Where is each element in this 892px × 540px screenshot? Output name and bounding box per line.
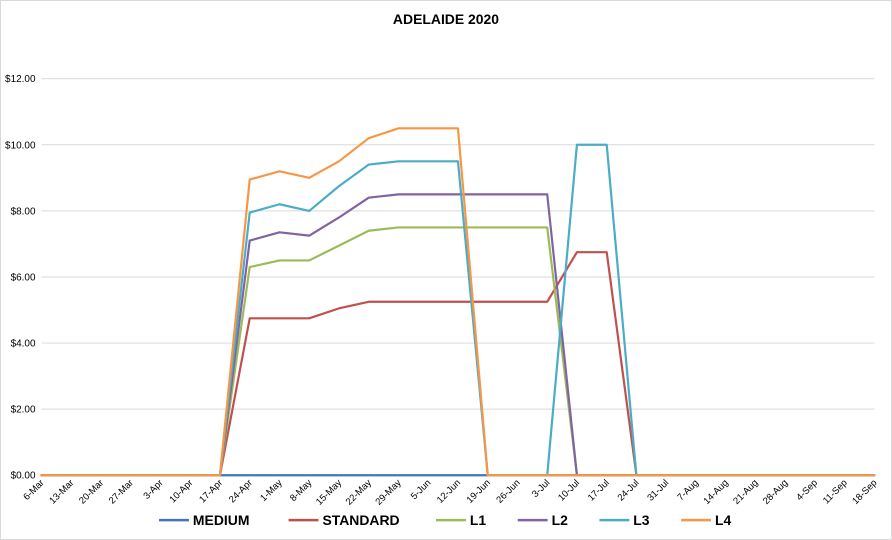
series-lines [40, 127, 876, 477]
series-line-l1 [40, 226, 876, 477]
legend-label-standard: STANDARD [322, 512, 399, 528]
x-tick-label: 3-Jul [530, 478, 552, 500]
x-tick-label: 1-May [258, 477, 285, 504]
x-tick-label: 22-May [344, 477, 374, 507]
x-tick-label: 27-Mar [107, 478, 136, 507]
series-line-standard [40, 251, 876, 477]
legend-label-medium: MEDIUM [193, 512, 250, 528]
x-tick-label: 31-Jul [645, 478, 671, 504]
x-tick-label: 17-Jul [586, 478, 612, 504]
x-tick-label: 21-Aug [731, 478, 760, 507]
chart-title: ADELAIDE 2020 [393, 11, 499, 27]
legend-label-l1: L1 [470, 512, 487, 528]
x-tick-label: 26-Jun [494, 478, 522, 506]
y-tick-label: $6.00 [11, 272, 36, 283]
x-tick-label: 7-Aug [675, 478, 701, 504]
legend-label-l3: L3 [633, 512, 650, 528]
gridlines [41, 78, 875, 476]
y-tick-label: $8.00 [11, 206, 36, 217]
legend: MEDIUM STANDARD L1 L2 L3 L4 [159, 512, 732, 528]
x-tick-label: 24-Apr [227, 478, 255, 506]
x-tick-label: 10-Apr [168, 478, 196, 506]
x-tick-label: 8-May [288, 477, 315, 504]
x-tick-label: 20-Mar [77, 478, 106, 507]
x-tick-label: 12-Jun [435, 478, 463, 506]
y-tick-label: $4.00 [11, 339, 36, 350]
legend-label-l4: L4 [715, 512, 732, 528]
x-tick-label: 11-Sep [821, 478, 850, 507]
x-tick-label: 24-Jul [616, 478, 642, 504]
x-tick-label: 19-Jun [465, 478, 493, 506]
x-tick-label: 17-Apr [197, 478, 225, 506]
x-tick-label: 29-May [373, 477, 403, 507]
legend-label-l2: L2 [552, 512, 569, 528]
x-tick-label: 3-Apr [141, 478, 165, 502]
y-axis-ticks: $0.00 $2.00 $4.00 $6.00 $8.00 $10.00 $12.00 [5, 74, 36, 482]
y-tick-label: $2.00 [11, 405, 36, 416]
y-tick-label: $12.00 [5, 74, 36, 85]
x-tick-label: 10-Jul [556, 478, 582, 504]
x-tick-label: 18-Sep [850, 478, 879, 507]
x-axis-ticks: 6-Mar 13-Mar 20-Mar 27-Mar 3-Apr 10-Apr 17-Apr… [21, 477, 879, 507]
series-line-l2 [40, 193, 876, 477]
x-tick-label: 28-Aug [761, 478, 790, 507]
x-tick-label: 4-Sep [794, 478, 820, 504]
x-tick-label: 15-May [314, 477, 344, 507]
series-line-l4 [40, 127, 876, 477]
y-tick-label: $0.00 [11, 471, 36, 482]
x-tick-label: 13-Mar [47, 478, 76, 507]
y-tick-label: $10.00 [5, 140, 36, 151]
x-tick-label: 14-Aug [701, 478, 730, 507]
x-tick-label: 5-Jun [409, 478, 434, 503]
